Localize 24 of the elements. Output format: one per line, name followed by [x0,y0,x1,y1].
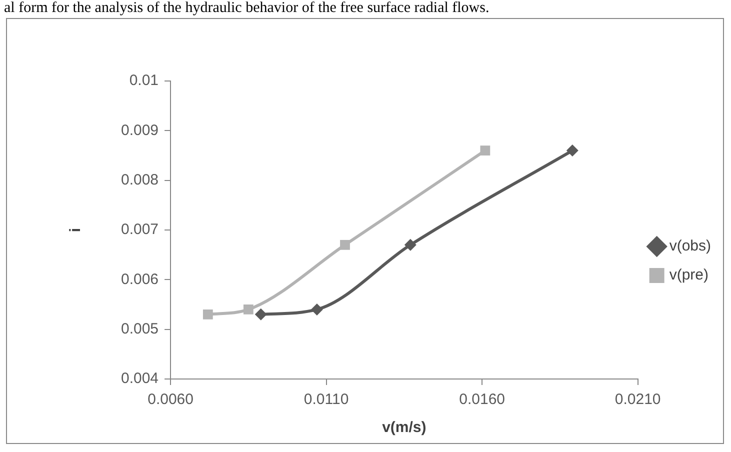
y-tick-label: 0.004 [120,370,159,388]
x-tick-label: 0.0210 [614,391,661,408]
point [202,309,213,320]
y-tick-label: 0.005 [120,320,159,338]
point [243,304,254,314]
x-axis-title: v(m/s) [382,419,426,436]
x-tick-label: 0.0110 [304,391,349,408]
point [480,146,490,156]
text: al form for the analysis of the hydraulic behavior of the free surface radial flows. [4,0,490,17]
x-tick-label: 0.0160 [459,391,506,408]
y-tick-label: 0.007 [120,221,159,238]
y-tick-label: 0.009 [120,122,159,139]
legend-label: v(obs) [669,238,712,255]
y-axis-title: i [67,228,84,232]
point [404,238,416,251]
point [566,144,578,157]
legend-label: v(pre) [669,266,708,284]
x-tick-label: 0.0060 [148,391,194,408]
point [254,308,267,320]
y-tick-label: 0.01 [129,72,159,90]
y-tick-label: 0.006 [120,270,159,288]
point [310,303,323,316]
y-tick-label: 0.008 [120,171,159,188]
point [340,240,350,250]
